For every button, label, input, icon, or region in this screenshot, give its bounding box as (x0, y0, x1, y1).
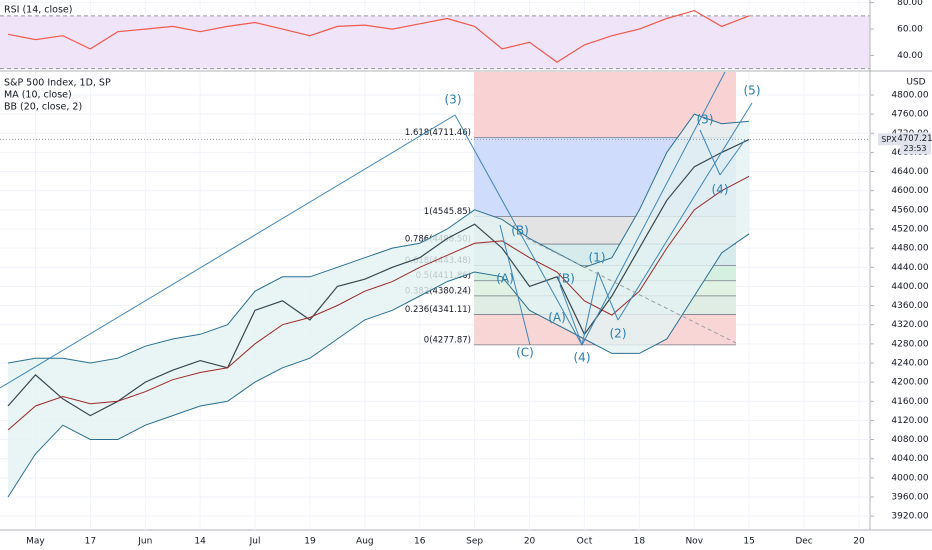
y-tick-label: 4760.00 (891, 110, 928, 120)
indicator-label: MA (10, close) (4, 90, 72, 101)
wave-labels: (3) (5) (3) (4) (B) (A) (1) (B) (A) (2) … (445, 84, 761, 365)
wave-label: (B) (511, 224, 529, 238)
trend-line (499, 224, 531, 346)
y-tick-label: 4280.00 (891, 339, 928, 349)
price-tag (900, 132, 931, 155)
symbol-tag (878, 133, 900, 146)
y-tick-label: 4000.00 (891, 473, 928, 483)
dashed-line (519, 234, 737, 344)
trend-lines (0, 71, 753, 389)
y-tick-label: 60.00 (897, 25, 923, 35)
wave-label: (C) (516, 346, 534, 360)
x-tick-label: 18 (634, 537, 646, 547)
main-pane: 1.618(4711.46)1(4545.85)0.786(4488.50)0.… (0, 72, 874, 530)
currency-label: USD (906, 78, 925, 88)
x-tick-label: Nov (685, 537, 703, 547)
y-tick-label: 80.00 (897, 0, 923, 8)
x-tick-label: Jun (137, 537, 152, 547)
countdown-label: 23:53 (903, 144, 926, 153)
series-line (7, 9, 750, 63)
y-tick-label: 4600.00 (891, 186, 928, 196)
y-tick-label: 4440.00 (891, 263, 928, 273)
y-tick-label: 4560.00 (891, 205, 928, 215)
wave-label: (B) (557, 272, 575, 286)
wave-label: (1) (589, 251, 606, 265)
y-tick-label: 40.00 (897, 51, 923, 61)
wave-label: (4) (712, 183, 729, 197)
y-tick-label: 4240.00 (891, 358, 928, 368)
y-tick-label: 3920.00 (891, 512, 928, 522)
trend-line (617, 102, 753, 321)
y-tick-label: 3960.00 (891, 492, 928, 502)
series-line (7, 233, 750, 498)
trend-line (719, 139, 746, 176)
wave-label: (2) (610, 327, 627, 341)
fib-label: 0(4277.87) (424, 335, 471, 345)
trend-line (597, 271, 619, 321)
x-tick-label: 16 (414, 537, 426, 547)
rsi-pane (0, 0, 874, 70)
x-tick-label: May (26, 537, 45, 547)
bb-fill (8, 114, 750, 497)
trend-line (559, 284, 583, 346)
wave-label: (3) (445, 93, 462, 107)
wave-label: (4) (574, 351, 591, 365)
y-tick-label: 4360.00 (891, 301, 928, 311)
y-tick-label: 4400.00 (891, 282, 928, 292)
trend-line (454, 114, 583, 346)
trend-line (581, 271, 599, 346)
x-tick-label: 20 (524, 537, 536, 547)
chart-title: S&P 500 Index, 1D, SP (4, 78, 111, 89)
y-tick-label: 4200.00 (891, 378, 928, 388)
x-tick-label: 14 (194, 537, 206, 547)
rsi-band (0, 15, 870, 69)
x-tick-label: Jul (249, 537, 261, 547)
y-tick-label: 4520.00 (891, 224, 928, 234)
series-line (7, 175, 750, 431)
indicator-label: BB (20, close, 2) (4, 102, 82, 113)
wave-label: (A) (548, 311, 566, 325)
y-tick-label: 4480.00 (891, 244, 928, 254)
symbol-label: SPX (881, 135, 897, 144)
y-tick-label: 4800.00 (891, 90, 928, 100)
trend-line (699, 129, 721, 176)
x-tick-label: Dec (795, 537, 812, 547)
wave-label: (A) (496, 272, 514, 286)
series-line (7, 138, 750, 417)
y-tick-label: 4080.00 (891, 435, 928, 445)
x-tick-label: Aug (356, 537, 374, 547)
fib-label: 1(4545.85) (424, 207, 471, 217)
fib-label: 0.382(4380.24) (405, 286, 471, 296)
x-tick-label: 19 (304, 537, 316, 547)
y-tick-label: 4320.00 (891, 320, 928, 330)
x-tick-label: Oct (577, 537, 593, 547)
x-tick-label: Sep (466, 537, 483, 547)
x-tick-label: 17 (85, 537, 96, 547)
fib-label: 0.236(4341.11) (405, 305, 471, 315)
y-tick-label: 4040.00 (891, 454, 928, 464)
price-label: 4707.21 (897, 134, 932, 144)
trend-line (0, 114, 456, 389)
fib-label: 1.618(4711.46) (405, 128, 471, 138)
series-line (7, 113, 750, 364)
y-tick-label: 4120.00 (891, 416, 928, 426)
y-tick-label: 4160.00 (891, 397, 928, 407)
x-tick-label: 20 (853, 537, 865, 547)
x-tick-label: 15 (743, 537, 754, 547)
wave-label: (3) (697, 113, 714, 127)
rsi-title: RSI (14, close) (4, 5, 72, 16)
trend-line (581, 71, 726, 346)
wave-label: (5) (744, 84, 761, 98)
y-tick-label: 4640.00 (891, 167, 928, 177)
